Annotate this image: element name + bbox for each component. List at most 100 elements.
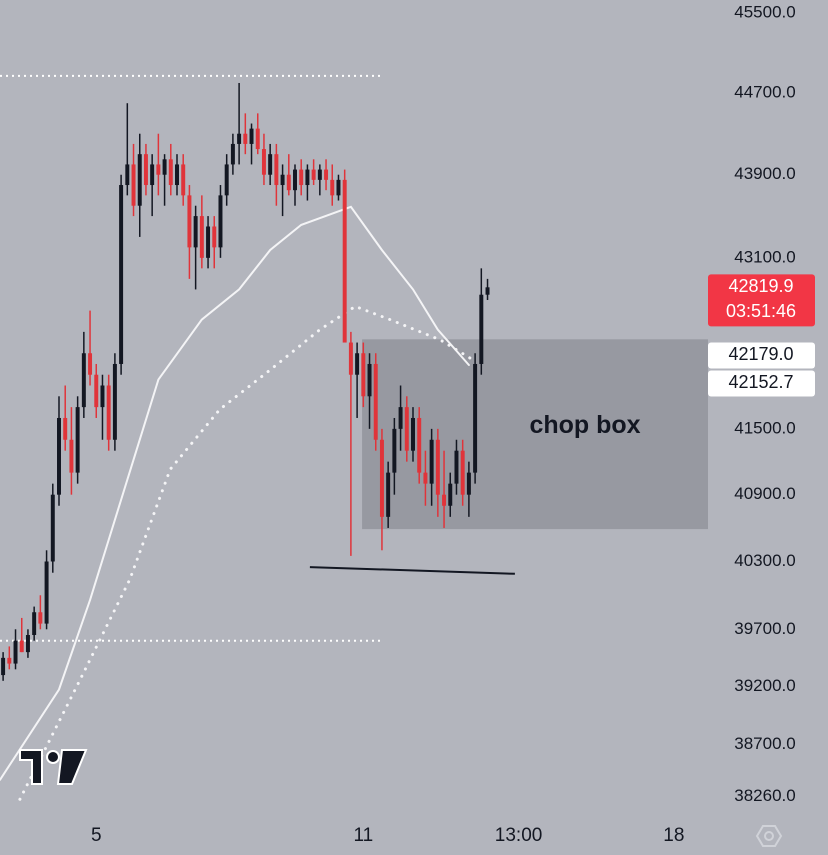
candle-body bbox=[181, 164, 186, 196]
candle-body bbox=[348, 342, 353, 375]
candle-body bbox=[417, 417, 422, 473]
candle-body bbox=[448, 483, 453, 506]
candle-body bbox=[442, 494, 447, 506]
candle-body bbox=[63, 417, 68, 440]
candle-body bbox=[88, 353, 93, 375]
candle-body bbox=[361, 353, 366, 397]
candle-body bbox=[119, 185, 124, 364]
countdown: 03:51:46 bbox=[726, 301, 796, 321]
candle-body bbox=[423, 472, 428, 484]
candle-body bbox=[199, 216, 204, 258]
price-label: 42152.7 bbox=[728, 372, 793, 392]
candle-body bbox=[100, 385, 105, 408]
candle-body bbox=[286, 174, 291, 191]
candle-body bbox=[230, 143, 235, 165]
candle-body bbox=[398, 407, 403, 429]
candle-body bbox=[479, 294, 484, 364]
y-tick-label: 38700.0 bbox=[734, 734, 795, 753]
logo bbox=[19, 749, 88, 785]
y-tick-label: 43100.0 bbox=[734, 247, 795, 266]
x-tick-label: 13:00 bbox=[495, 825, 543, 846]
candle-body bbox=[175, 164, 179, 186]
y-tick-label: 40900.0 bbox=[734, 484, 795, 503]
candle-body bbox=[299, 169, 304, 186]
candle-body bbox=[386, 472, 391, 517]
candle-body bbox=[274, 154, 279, 186]
candle-body bbox=[411, 417, 415, 451]
y-tick-label: 39700.0 bbox=[734, 619, 795, 638]
candle-body bbox=[168, 159, 173, 186]
candle-body bbox=[44, 561, 49, 624]
y-tick-label: 44700.0 bbox=[734, 83, 795, 102]
x-tick-label: 5 bbox=[91, 825, 102, 846]
candle-body bbox=[466, 472, 471, 495]
candle-body bbox=[137, 154, 142, 206]
candle-body bbox=[25, 634, 30, 653]
candle-body bbox=[255, 128, 260, 150]
candle-body bbox=[367, 363, 372, 397]
candle-body bbox=[237, 133, 242, 144]
candle-body bbox=[38, 612, 43, 624]
box-label: chop box bbox=[529, 411, 640, 439]
candle-body bbox=[94, 374, 99, 408]
candle-body bbox=[311, 169, 316, 180]
candle-body bbox=[435, 439, 440, 495]
price-label-box bbox=[708, 370, 815, 397]
candle-body bbox=[131, 164, 136, 206]
candle-body bbox=[112, 363, 117, 440]
candle-body bbox=[7, 657, 12, 664]
candle-body bbox=[206, 226, 211, 258]
y-tick-label: 43900.0 bbox=[734, 164, 795, 183]
y-tick-label: 45500.0 bbox=[734, 2, 795, 21]
y-tick-label: 39200.0 bbox=[734, 676, 795, 695]
candle-body bbox=[485, 287, 490, 295]
candle-body bbox=[75, 407, 80, 473]
candle-body bbox=[1, 657, 6, 676]
candle-body bbox=[261, 149, 266, 175]
candle-body bbox=[69, 439, 74, 473]
candle-body bbox=[293, 169, 297, 191]
y-tick-label: 40300.0 bbox=[734, 551, 795, 570]
candle-body bbox=[156, 164, 161, 175]
price-label-box bbox=[708, 274, 815, 327]
candle-body bbox=[373, 363, 378, 440]
candle-body bbox=[454, 450, 459, 484]
y-tick-label: 38260.0 bbox=[734, 786, 795, 805]
candle-body bbox=[330, 179, 335, 196]
candle-body bbox=[193, 216, 198, 248]
candle-body bbox=[317, 169, 322, 180]
candle-body bbox=[218, 195, 223, 248]
candle-body bbox=[429, 439, 434, 484]
candle-body bbox=[106, 385, 111, 440]
candle-body bbox=[50, 494, 55, 562]
price-label-box bbox=[708, 342, 815, 369]
candle-body bbox=[57, 417, 61, 495]
candle-body bbox=[473, 363, 478, 473]
candle-body bbox=[13, 640, 18, 664]
candle-body bbox=[268, 154, 273, 175]
x-tick-label: 18 bbox=[663, 825, 684, 846]
candle-body bbox=[392, 428, 397, 473]
price-axis: 45500.0 44700.0 43900.0 43100.0 41500.0 40900… bbox=[708, 2, 815, 805]
candle-body bbox=[187, 195, 192, 248]
candle-body bbox=[81, 353, 86, 408]
candle-body bbox=[280, 174, 285, 186]
moving-average bbox=[0, 205, 470, 781]
candle-body bbox=[342, 179, 347, 343]
candle-body bbox=[162, 159, 167, 175]
candle-body bbox=[336, 179, 341, 196]
candle-body bbox=[305, 169, 310, 186]
x-tick-label: 11 bbox=[353, 825, 373, 846]
settings-icon[interactable] bbox=[755, 825, 783, 847]
y-tick-label: 41500.0 bbox=[734, 418, 795, 437]
price-label: 42819.9 bbox=[728, 276, 793, 296]
candle-body bbox=[212, 226, 217, 248]
plot-area: chop box bbox=[0, 74, 708, 801]
candle-body bbox=[404, 407, 409, 451]
candle-body bbox=[19, 640, 24, 653]
candle-body bbox=[32, 612, 37, 635]
candle-body bbox=[125, 164, 130, 186]
candle-body bbox=[379, 439, 384, 517]
